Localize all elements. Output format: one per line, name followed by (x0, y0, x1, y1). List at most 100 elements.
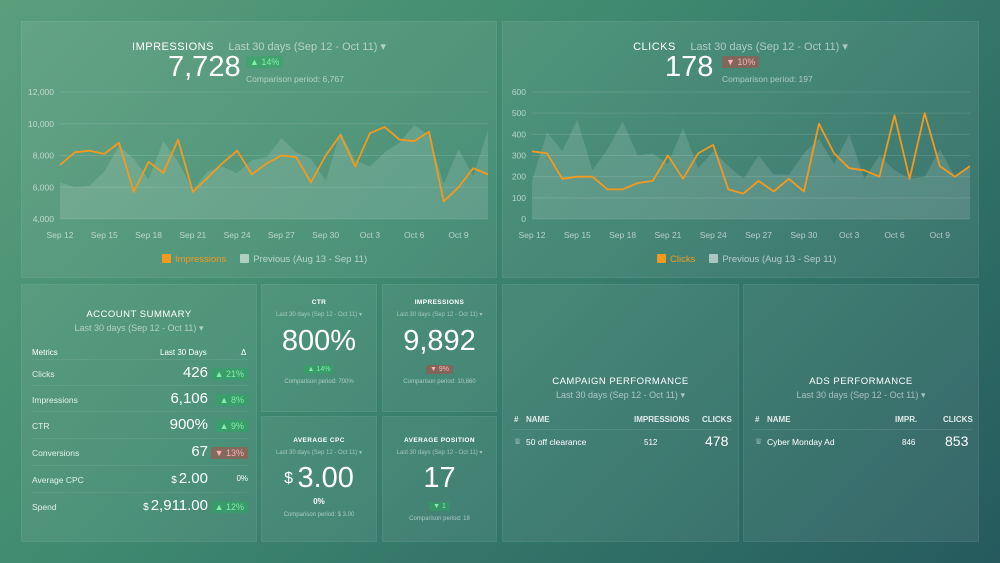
col-impressions: IMPR. (895, 415, 918, 424)
avg-position-badge: ▼ 1 (429, 502, 450, 511)
trophy-icon: ♕ (755, 437, 763, 446)
avg-position-comparison: Comparison period: 18 (409, 516, 470, 522)
legend-previous-label: Previous (Aug 13 - Sep 11) (253, 254, 368, 265)
impressions-title: IMPRESSIONS (132, 41, 214, 53)
campaign-title: CAMPAIGN PERFORMANCE (552, 376, 689, 387)
impressions-comparison: Comparison period: 6,767 (246, 74, 344, 84)
x-tick-label: Sep 12 (47, 230, 74, 240)
avg-cpc-badge: 0% (313, 497, 325, 506)
x-tick-label: Sep 30 (790, 230, 817, 240)
impressions-mini-period-select[interactable]: Last 30 days (Sep 12 - Oct 11) (383, 311, 496, 318)
metric-delta: ▼ 13% (210, 447, 248, 459)
metric-value: 2,911.00 (150, 497, 208, 514)
clicks-badge: ▼ 10% (722, 56, 760, 68)
impressions-chart: 4,000 6,000 8,000 10,000 12,000 Sep 12 Sep 15 S… (28, 87, 489, 240)
impressions-mini-title: IMPRESSIONS (414, 299, 465, 306)
y-tick-label: 10,000 (28, 119, 54, 129)
table-row: Average CPC $2.00 0% (32, 465, 248, 491)
avg-position-value: 17 (423, 462, 456, 494)
col-period: Last 30 Days (160, 348, 207, 357)
x-tick-label: Sep 21 (654, 230, 681, 240)
ad-name: Cyber Monday Ad (767, 437, 835, 447)
account-summary-period-select[interactable]: Last 30 days (Sep 12 - Oct 11) (22, 323, 256, 334)
col-name: NAME (526, 415, 550, 424)
metric-value: 6,106 (170, 390, 208, 407)
x-tick-label: Oct 6 (884, 230, 905, 240)
table-row: ♕ Cyber Monday Ad 846 853 (752, 429, 972, 453)
col-num: # (514, 415, 519, 424)
metric-delta: ▲ 21% (210, 368, 248, 380)
campaign-clicks: 478 (705, 433, 729, 449)
ctr-badge: ▲ 14% (303, 365, 335, 374)
clicks-title: CLICKS (633, 41, 676, 53)
legend-previous-label: Previous (Aug 13 - Sep 11) (722, 254, 837, 265)
account-summary-title: ACCOUNT SUMMARY (86, 309, 192, 320)
x-tick-label: Oct 6 (404, 230, 425, 240)
table-row: Conversions 67 ▼ 13% (32, 438, 248, 464)
legend-clicks[interactable]: Clicks (657, 254, 695, 265)
avg-position-period-select[interactable]: Last 30 days (Sep 12 - Oct 11) (383, 449, 496, 456)
y-tick-label: 12,000 (28, 87, 54, 97)
legend-previous[interactable]: Previous (Aug 13 - Sep 11) (709, 254, 836, 265)
metric-value-wrap: $2.00 (171, 470, 208, 487)
x-tick-label: Oct 3 (360, 230, 381, 240)
metric-value: 900% (169, 416, 208, 433)
campaign-period-select[interactable]: Last 30 days (Sep 12 - Oct 11) (503, 390, 738, 401)
x-tick-label: Sep 18 (609, 230, 636, 240)
table-row: Clicks 426 ▲ 21% (32, 359, 248, 385)
avg-cpc-value: 3.00 (297, 462, 354, 494)
impressions-badge: ▲ 14% (246, 56, 284, 68)
legend-previous[interactable]: Previous (Aug 13 - Sep 11) (240, 254, 367, 265)
avg-position-title: AVERAGE POSITION (404, 437, 475, 444)
impressions-period-select[interactable]: Last 30 days (Sep 12 - Oct 11) (228, 41, 386, 53)
y-tick-label: 6,000 (33, 182, 55, 192)
avg-cpc-period-select[interactable]: Last 30 days (Sep 12 - Oct 11) (262, 449, 376, 456)
metric-delta: 0% (236, 474, 248, 483)
campaign-name: 50 off clearance (526, 437, 587, 447)
series-previous-area (532, 119, 970, 219)
y-tick-label: 600 (512, 87, 526, 97)
ads-period-select[interactable]: Last 30 days (Sep 12 - Oct 11) (744, 390, 978, 401)
x-tick-label: Sep 15 (564, 230, 591, 240)
legend-impressions-label: Impressions (175, 254, 227, 265)
y-tick-label: 500 (512, 108, 526, 118)
impressions-mini-value: 9,892 (403, 325, 476, 357)
metric-label: CTR (32, 421, 50, 431)
y-tick-label: 400 (512, 129, 526, 139)
avg-cpc-panel: AVERAGE CPC Last 30 days (Sep 12 - Oct 1… (261, 416, 377, 542)
series-previous-area (60, 125, 488, 219)
table-row: ♕ 50 off clearance 512 478 (511, 429, 731, 453)
metric-delta: ▲ 12% (210, 501, 248, 513)
y-tick-label: 100 (512, 193, 526, 203)
impressions-mini-comparison: Comparison period: 10,860 (403, 379, 476, 385)
clicks-comparison: Comparison period: 197 (722, 74, 813, 84)
campaign-impressions: 512 (644, 438, 658, 447)
x-tick-label: Oct 3 (839, 230, 860, 240)
account-summary-panel: ACCOUNT SUMMARY Last 30 days (Sep 12 - O… (21, 284, 257, 542)
checkbox-icon (709, 254, 719, 263)
x-tick-label: Sep 21 (179, 230, 206, 240)
ctr-comparison: Comparison period: 700% (284, 379, 354, 385)
clicks-period-select[interactable]: Last 30 days (Sep 12 - Oct 11) (690, 41, 848, 53)
ads-performance-panel: ADS PERFORMANCE Last 30 days (Sep 12 - O… (743, 284, 979, 542)
avg-cpc-value-wrap: $ 3.00 (262, 462, 376, 495)
col-num: # (755, 415, 760, 424)
metric-label: Impressions (32, 395, 78, 405)
impressions-mini-panel: IMPRESSIONS Last 30 days (Sep 12 - Oct 1… (382, 284, 497, 412)
x-tick-label: Sep 18 (135, 230, 162, 240)
impressions-panel: IMPRESSIONS Last 30 days (Sep 12 - Oct 1… (21, 21, 497, 278)
clicks-value: 178 (665, 51, 714, 83)
x-tick-label: Oct 9 (448, 230, 469, 240)
metric-delta: ▲ 8% (215, 394, 248, 406)
x-tick-label: Oct 9 (930, 230, 951, 240)
checkbox-icon (657, 254, 666, 263)
table-row: Spend $2,911.00 ▲ 12% (32, 492, 248, 518)
ctr-period-select[interactable]: Last 30 days (Sep 12 - Oct 11) (262, 311, 376, 318)
y-tick-label: 300 (512, 151, 526, 161)
x-tick-label: Sep 30 (312, 230, 339, 240)
ctr-panel: CTR Last 30 days (Sep 12 - Oct 11) 800% … (261, 284, 377, 412)
metric-value: 67 (191, 443, 208, 460)
checkbox-icon (240, 254, 250, 263)
x-tick-label: Sep 27 (268, 230, 295, 240)
legend-impressions[interactable]: Impressions (162, 254, 226, 265)
